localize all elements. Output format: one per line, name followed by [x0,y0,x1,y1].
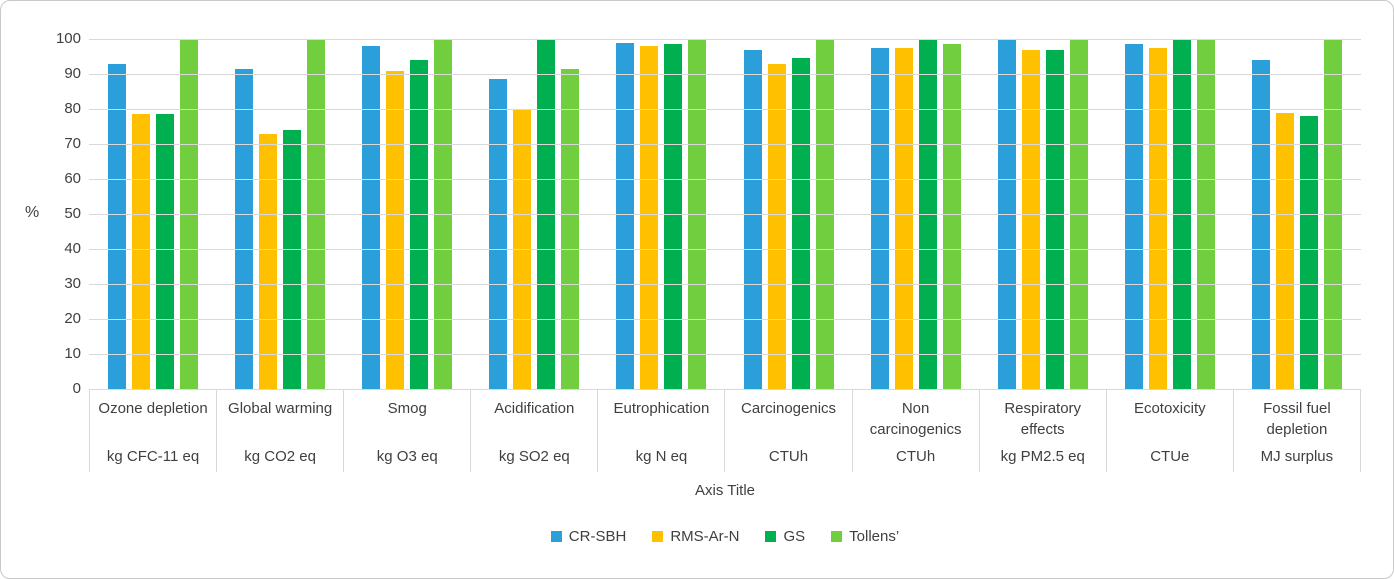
category-unit: kg N eq [635,448,688,465]
bar [616,42,635,389]
y-tick-label: 10 [64,345,81,362]
y-tick-label: 60 [64,170,81,187]
y-axis-title: % [25,204,40,221]
gridline [89,354,1361,355]
bar [791,58,810,389]
legend-swatch-icon [550,530,562,542]
category-unit: kg O3 eq [376,448,438,465]
gridline [89,284,1361,285]
bar [767,63,786,389]
category-cell: Non carcinogenics CTUh [851,390,979,472]
gridline [89,179,1361,180]
bar [386,70,404,389]
category-cell: Acidification kg SO2 eq [470,390,597,472]
category-cell: Fossil fuel depletion MJ surplus [1232,390,1361,472]
category-unit: kg PM2.5 eq [1000,448,1085,465]
x-axis-category-labels: Ozone depletion kg CFC-11 eq Global warmin… [89,389,1361,472]
bar [942,44,961,389]
category-unit: MJ surplus [1260,448,1334,465]
legend-item: RMS-Ar-N [652,528,739,545]
category-cell: Carcinogenics CTUh [724,390,851,472]
y-tick-label: 70 [64,135,81,152]
bar [489,79,508,389]
category-cell: Eutrophication kg N eq [597,390,724,472]
gridline [89,214,1361,215]
category-name: Global warming [228,400,333,417]
y-tick-label: 30 [64,275,81,292]
category-name: Carcinogenics [740,400,837,417]
gridline [89,109,1361,110]
gridline [89,74,1361,75]
category-name: Non carcinogenics [869,400,962,438]
bar [870,47,889,389]
legend-swatch-icon [652,530,664,542]
category-name: Eutrophication [613,400,710,417]
y-tick-label: 0 [72,380,81,397]
bar [1022,49,1041,389]
category-cell: Global warming kg CO2 eq [216,390,343,472]
category-name: Respiratory effects [1004,400,1082,438]
category-cell: Respiratory effects kg PM2.5 eq [978,390,1106,472]
bar [640,46,659,389]
y-tick-label: 40 [64,240,81,257]
gridline [89,319,1361,320]
gridline [89,249,1361,250]
bar [1046,49,1065,389]
legend-label: GS [783,527,806,545]
bar [1252,60,1271,389]
bar [1300,116,1319,389]
category-name: Ozone depletion [98,400,208,417]
y-axis-tick-labels: 0 10 20 30 40 50 60 70 80 90 100 [1,30,81,397]
category-cell: Smog kg O3 eq [343,390,470,472]
bar [131,114,150,389]
legend-swatch-icon [831,530,843,542]
legend-item: CR-SBH [550,527,627,545]
y-tick-label: 50 [64,205,81,222]
x-axis-title: Axis Title [694,482,755,499]
category-unit: kg SO2 eq [498,448,570,465]
bar [1276,112,1295,389]
y-tick-label: 20 [64,310,81,327]
gridline [89,39,1361,40]
plot-area [89,39,1361,389]
category-unit: CTUe [1150,448,1190,465]
legend-label: RMS-Ar-N [670,527,740,545]
category-unit: kg CO2 eq [244,448,316,465]
legend-label: CR-SBH [568,527,627,545]
bar [410,60,428,389]
category-name: Acidification [494,400,575,417]
legend: CR-SBH RMS-Ar-N GS Tollens’ [89,523,1361,549]
legend-label: Tollens’ [849,527,900,545]
bar [561,68,580,389]
bar [743,49,762,389]
legend-item: GS [765,528,805,545]
gridline [89,144,1361,145]
bar [664,44,683,389]
category-cell: Ozone depletion kg CFC-11 eq [89,390,216,472]
category-cell: Ecotoxicity CTUe [1105,390,1233,472]
category-name: Ecotoxicity [1133,400,1206,417]
legend-swatch-icon [765,530,777,542]
bar [362,46,380,389]
category-unit: kg CFC-11 eq [106,448,200,465]
bar [155,114,174,389]
bar [1149,47,1168,389]
y-tick-label: 80 [64,100,81,117]
category-unit: CTUh [768,448,809,465]
bar [894,47,913,389]
category-unit: CTUh [896,448,936,465]
bar [258,133,277,389]
bar [107,63,126,389]
category-name: Smog [387,400,427,417]
legend-item: Tollens’ [831,528,899,545]
bar [1125,44,1144,389]
bar [282,130,301,389]
y-tick-label: 100 [55,30,81,47]
y-tick-label: 90 [64,65,81,82]
category-name: Fossil fuel depletion [1263,400,1331,438]
bar [234,68,253,389]
